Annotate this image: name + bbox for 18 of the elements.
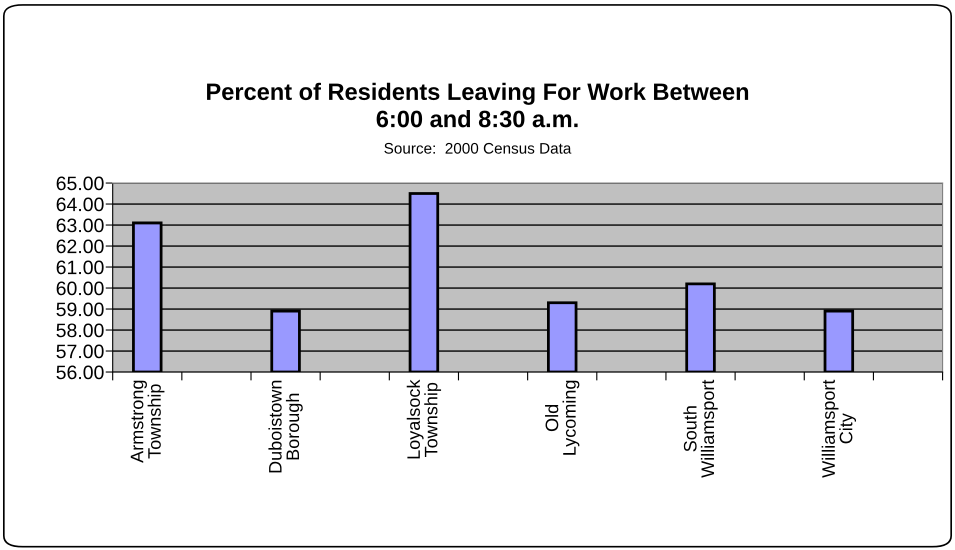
y-tick-label: 60.00 xyxy=(56,281,104,296)
y-tick-label: 65.00 xyxy=(56,176,104,190)
x-tick-label: Williamsport City xyxy=(822,380,856,478)
y-tick-label: 59.00 xyxy=(56,302,104,316)
y-tick-label: 56.00 xyxy=(56,365,104,380)
y-tick-label: 61.00 xyxy=(56,260,104,274)
x-tick-label: Loyalsock Township xyxy=(406,380,442,458)
x-tick-label: Armstrong Township xyxy=(130,380,164,463)
chart-subtitle: Source: 2000 Census Data xyxy=(384,142,572,154)
y-tick-label: 58.00 xyxy=(56,323,104,338)
y-tick-label: 57.00 xyxy=(56,344,104,358)
x-tick-label: Duboistown Borough xyxy=(268,380,303,472)
y-tick-label: 63.00 xyxy=(56,218,104,232)
y-tick-label: 62.00 xyxy=(56,240,104,254)
x-tick-label: Old Lycoming xyxy=(545,380,580,455)
chart-title: Percent of Residents Leaving For Work Between 6:00 and 8:30 a.m. xyxy=(207,82,748,128)
x-tick-label: South Williamsport xyxy=(683,380,718,478)
y-tick-label: 64.00 xyxy=(56,198,104,212)
